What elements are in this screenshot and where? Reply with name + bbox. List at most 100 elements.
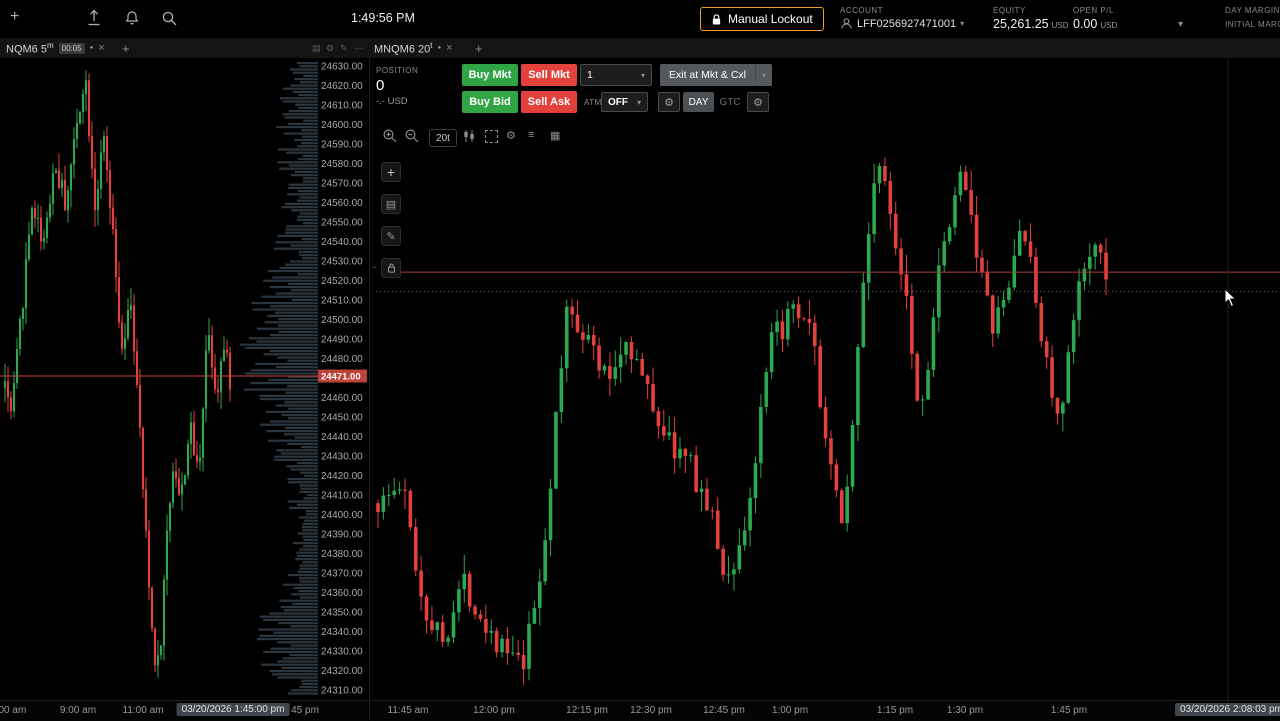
time-axis-label: 12:45 pm [703,705,745,716]
drawing-toolbar: + ▤ ✎ − [370,58,410,298]
margins-block: DAY MARGIN INITIAL MARGIN [1225,6,1280,29]
quantity-value: 1 [587,69,593,81]
notifications-bell-icon[interactable] [124,9,140,32]
price-axis-label: 24350.00 [321,608,363,619]
time-axis-label: 1:15 pm [876,705,914,716]
price-axis-label: 24590.00 [321,140,363,151]
indicator-settings-icon[interactable]: ⚙ [506,130,516,142]
price-axis-label: 24550.00 [321,218,363,229]
tab-bar: NQM6 5m 00:05 ● × + ▤ ⚙ ✎ ⋯ MNQM6 20t ● … [0,38,1280,58]
tab-nqm6-label: NQM6 5m [6,40,54,56]
time-axis-label: 12:00 pm [473,705,515,716]
price-axis-label: 24480.00 [321,354,363,365]
panel-divider [369,58,370,720]
collapse-dash-icon[interactable]: − [372,263,377,272]
atm-select[interactable]: OFF ▾ [601,92,648,112]
window-more-icon[interactable]: ⋯ [354,43,363,53]
zoom-out-icon[interactable] [404,128,420,144]
exit-options-chevron[interactable]: ▾ [755,64,772,86]
atm-settings-button[interactable]: ⚙ [658,92,680,112]
price-axis-label: 24510.00 [321,296,363,307]
timeframe-button[interactable]: 20t [429,129,457,147]
candles-series [3,70,232,678]
add-tab-icon[interactable]: + [122,41,130,56]
price-axis-label: 24560.00 [321,198,363,209]
buy-bid-button[interactable]: Buy Bid [462,91,518,113]
price-axis-label: 24340.00 [321,627,363,638]
price-axis-label: 24330.00 [321,647,363,658]
status-dot-icon: ● [437,45,442,51]
buy-mkt-button[interactable]: Buy Mkt [462,64,518,86]
share-icon[interactable] [86,9,102,32]
price-axis-label: 24360.00 [321,588,363,599]
window-settings-icon[interactable]: ⚙ [326,43,335,53]
tab-mnqm6[interactable]: MNQM6 20t ● × [374,38,453,58]
tif-gtc-button[interactable]: GTC [719,96,741,108]
price-axis-label: 24630.00 [321,62,363,73]
tab-mnqm6-label: MNQM6 20t [374,40,433,56]
margins-chevron-icon[interactable]: ▾ [1178,19,1184,30]
add-workspace-icon[interactable]: + [10,8,20,25]
session-timestamp-badge: 03/20/2026 1:45:00 pm [176,703,290,716]
open-pl-label: OPEN P/L [1073,6,1114,15]
right-price-chart[interactable] [370,58,1280,700]
last-price-tag [318,369,367,383]
tab-nqm6[interactable]: NQM6 5m 00:05 ● × [6,38,105,58]
price-axis-label: 24320.00 [321,666,363,677]
zoom-in-icon[interactable] [382,128,398,144]
grid-layout-icon[interactable]: ▦ [550,130,561,142]
tif-day-button[interactable]: DAY [683,92,714,112]
time-axis-label: 45 pm [291,705,319,716]
sell-mkt-button[interactable]: Sell Mkt [521,64,577,86]
session-timestamp-badge: 03/20/2026 2:08:03 pm [1175,703,1280,716]
lock-tool-button[interactable] [381,258,401,278]
open-pl-value: 0.00 [1073,17,1098,31]
mouse-cursor [1224,287,1238,313]
manual-lockout-label: Manual Lockout [728,12,813,26]
crosshair-tool-button[interactable]: + [381,162,401,182]
price-axis-label: 24500.00 [321,315,363,326]
window-panel-icon[interactable]: ▤ [312,43,321,53]
equity-block: EQUITY 25,261.25 USD [993,6,1069,31]
panels-tool-button[interactable]: ▤ [381,194,401,214]
price-axis-label: 24440.00 [321,432,363,443]
chevron-down-icon: ▾ [636,97,641,107]
position-label: POSITION [376,66,419,75]
sell-ask-button[interactable]: Sell Ask [521,91,577,113]
order-settings-button[interactable]: ⚙ [747,92,769,112]
draw-tool-button[interactable]: ✎ [381,226,401,246]
position-qty: 0 [376,77,385,94]
lock-icon [711,13,722,26]
rows-layout-icon[interactable]: ≡ [528,129,535,141]
account-value: LFF0256927471001 [857,17,957,30]
right-time-axis[interactable]: 11:45 am 12:00 pm 12:15 pm 12:30 pm 12:45 pm… [370,700,1280,721]
window-edit-icon[interactable]: ✎ [340,43,348,53]
region-select-icon[interactable] [485,130,498,143]
equity-value: 25,261.25 [993,17,1049,31]
equity-currency: USD [1051,21,1069,30]
close-tab-icon[interactable]: × [98,41,105,54]
time-axis-label: 9:00 am [59,705,97,716]
equity-label: EQUITY [993,6,1026,15]
exit-at-mkt-button[interactable]: Exit at Mkt & Cxl ▾ [660,64,772,86]
chevron-down-icon: ▾ [960,19,965,28]
search-icon[interactable] [161,10,178,32]
add-tab-icon[interactable]: + [475,41,483,56]
exit-at-mkt-label: Exit at Mkt & Cxl [668,69,746,81]
account-selector[interactable]: ACCOUNT LFF0256927471001 ▾ [840,6,964,30]
left-price-chart[interactable]: 24630.00 24620.00 24610.00 24600.00 24590.00… [0,58,368,700]
time-axis-label: 1:45 pm [1050,705,1088,716]
price-axis-label: 24380.00 [321,549,363,560]
price-axis-label: 24370.00 [321,569,363,580]
chart-type-icon[interactable] [462,129,476,143]
clock-time: 1:49:56 PM [351,11,415,25]
status-dot-icon: ● [89,45,94,51]
close-tab-icon[interactable]: × [446,41,453,54]
price-axis-label: 24520.00 [321,276,363,287]
bar-countdown-badge: 00:05 [58,42,85,54]
gear-icon: ⚙ [753,96,763,109]
time-axis-label: 11:00 am [122,705,164,716]
manual-lockout-button[interactable]: Manual Lockout [700,7,824,31]
quantity-select[interactable]: 1 ▾ [580,64,652,86]
